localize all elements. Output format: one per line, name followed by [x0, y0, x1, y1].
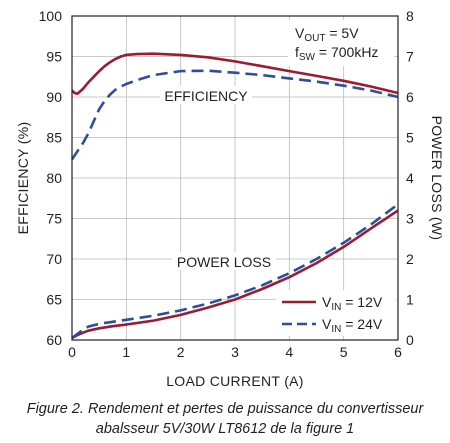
y-left-tick-label: 85	[46, 130, 62, 146]
plot-frame	[71, 15, 399, 341]
y-right-tick-label: 6	[406, 89, 414, 105]
efficiency-curve-24v	[70, 69, 399, 161]
y-left-tick-label: 90	[46, 89, 62, 105]
power-loss-curve-24v	[71, 203, 399, 340]
power-loss-curve-12v	[71, 209, 399, 340]
x-tick-label: 4	[285, 344, 293, 360]
legend-label-12v: VIN = 12V	[322, 294, 383, 313]
x-axis-label: LOAD CURRENT (A)	[166, 373, 304, 389]
y-left-tick-label: 75	[46, 211, 62, 227]
vout-annotation: VOUT = 5V	[295, 25, 359, 44]
power-loss-label: POWER LOSS	[177, 254, 271, 270]
legend-label-24v: VIN = 24V	[322, 316, 383, 335]
y-axis-right-label: POWER LOSS (W)	[429, 116, 445, 241]
legend-bg	[276, 290, 396, 336]
y-right-tick-label: 2	[406, 251, 414, 267]
y-left-tick-label: 60	[46, 332, 62, 348]
y-left-tick-label: 70	[46, 251, 62, 267]
y-left-tick-label: 100	[39, 8, 63, 24]
y-right-tick-label: 0	[406, 332, 414, 348]
x-tick-label: 1	[122, 344, 130, 360]
figure-caption-line-1: Figure 2. Rendement et pertes de puissan…	[27, 401, 425, 417]
efficiency-curve-12v	[71, 52, 399, 96]
tick-labels: 0 1 2 3 4 5 6 60 65 70 75 80 85 90 95 100 0 1 2 3 4 5 6 7 8	[39, 8, 414, 360]
x-tick-label: 0	[68, 344, 76, 360]
legend: VIN = 12V VIN = 24V	[276, 290, 396, 336]
x-tick-label: 5	[340, 344, 348, 360]
y-left-tick-label: 65	[46, 292, 62, 308]
figure-caption-line-2: abalsseur 5V/30W LT8612 de la figure 1	[96, 421, 354, 437]
x-tick-label: 3	[231, 344, 239, 360]
x-tick-label: 2	[177, 344, 185, 360]
y-right-tick-label: 5	[406, 130, 414, 146]
y-left-tick-label: 95	[46, 49, 62, 65]
y-right-tick-label: 3	[406, 211, 414, 227]
y-left-tick-label: 80	[46, 170, 62, 186]
series-lines	[70, 52, 399, 340]
efficiency-label-bg	[160, 86, 252, 104]
power-loss-label-bg	[172, 252, 276, 270]
y-right-tick-label: 1	[406, 292, 414, 308]
fsw-annotation: fSW = 700kHz	[295, 44, 378, 63]
y-axis-left-label: EFFICIENCY (%)	[15, 122, 31, 235]
y-right-tick-label: 4	[406, 170, 414, 186]
y-right-tick-label: 7	[406, 49, 414, 65]
y-right-tick-label: 8	[406, 8, 414, 24]
efficiency-label: EFFICIENCY	[164, 88, 248, 104]
condition-box	[288, 20, 394, 66]
x-tick-label: 6	[394, 344, 402, 360]
